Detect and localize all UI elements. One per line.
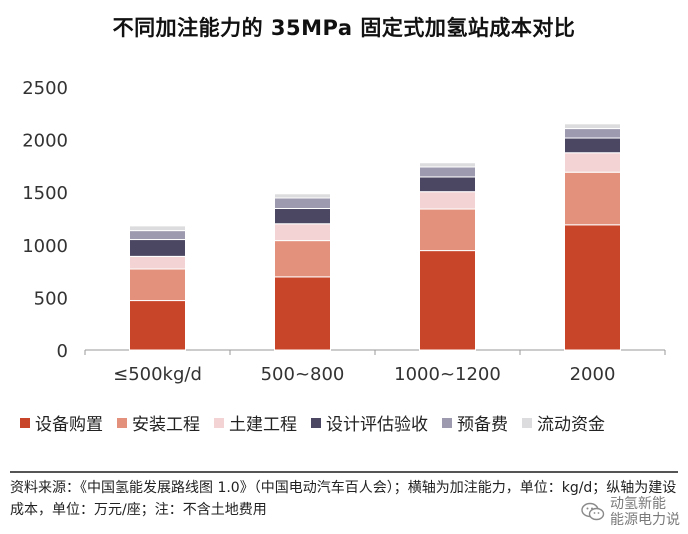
y-tick-label: 500	[34, 288, 68, 309]
legend-swatch	[311, 417, 321, 428]
x-tick-label: 500~800	[261, 364, 345, 385]
bar-segment	[564, 224, 621, 351]
legend-label: 设备购置	[35, 415, 103, 435]
x-tick-label: 1000~1200	[394, 364, 501, 385]
bar-segment	[274, 240, 331, 278]
bar-segment	[564, 123, 621, 130]
bar-segment	[129, 230, 186, 241]
legend-label: 流动资金	[537, 415, 605, 435]
bar-segment	[419, 166, 476, 178]
bar-segment	[564, 137, 621, 154]
y-tick-label: 1500	[22, 183, 68, 204]
bar-segment	[274, 197, 331, 210]
legend-item: 土建工程	[214, 410, 297, 435]
legend-item: 设备购置	[20, 410, 103, 435]
watermark-line-2: 能源电力说	[610, 512, 680, 528]
chart-title: 不同加注能力的 35MPa 固定式加氢站成本对比	[112, 16, 576, 40]
watermark: 动氢新能 能源电力说	[580, 496, 680, 528]
chart-legend: 设备购置 安装工程 土建工程 设计评估验收 预备费 流动资金	[20, 410, 605, 435]
stacked-bar-chart: 0 500 1000 1500 2000 2500 ≤500kg/d 500~800 1000~…	[22, 78, 666, 385]
bar-segment	[129, 300, 186, 351]
bar-segment	[419, 250, 476, 351]
legend-swatch	[20, 417, 30, 428]
legend-label: 安装工程	[132, 415, 200, 435]
legend-item: 安装工程	[117, 410, 200, 435]
bar-segment	[564, 171, 621, 226]
legend-label: 预备费	[457, 415, 508, 435]
source-divider	[10, 471, 678, 473]
bar-segment	[419, 162, 476, 168]
legend-label: 设计评估验收	[326, 415, 428, 435]
bar-segment	[419, 191, 476, 210]
x-tick-label: 2000	[570, 364, 616, 385]
legend-swatch	[117, 417, 127, 428]
y-tick-label: 2500	[22, 78, 68, 99]
bar-segment	[129, 225, 186, 232]
y-tick-label: 1000	[22, 236, 68, 257]
bar-segment	[129, 239, 186, 257]
bar-segment	[274, 208, 331, 225]
y-tick-label: 0	[57, 341, 68, 362]
legend-item: 预备费	[442, 410, 508, 435]
bar-segment	[274, 276, 331, 351]
watermark-line-1: 动氢新能	[610, 496, 666, 512]
bar-segment	[419, 208, 476, 252]
legend-item: 设计评估验收	[311, 410, 428, 435]
legend-item: 流动资金	[522, 410, 605, 435]
bar-segment	[564, 128, 621, 139]
legend-label: 土建工程	[229, 415, 297, 435]
wechat-logo-icon	[581, 502, 605, 521]
source-note: 资料来源：《中国氢能发展路线图 1.0》（中国电动汽车百人会）；横轴为加注能力，…	[10, 480, 677, 518]
bar-segment	[274, 223, 331, 242]
bar-segment	[419, 176, 476, 193]
x-tick-label: ≤500kg/d	[113, 364, 202, 385]
legend-swatch	[522, 417, 532, 428]
bar-segment	[129, 268, 186, 302]
y-tick-label: 2000	[22, 131, 68, 152]
bar-segment	[274, 193, 331, 199]
bar-segment	[564, 152, 621, 173]
legend-swatch	[214, 417, 224, 428]
legend-swatch	[442, 417, 452, 428]
bar-segment	[129, 255, 186, 270]
